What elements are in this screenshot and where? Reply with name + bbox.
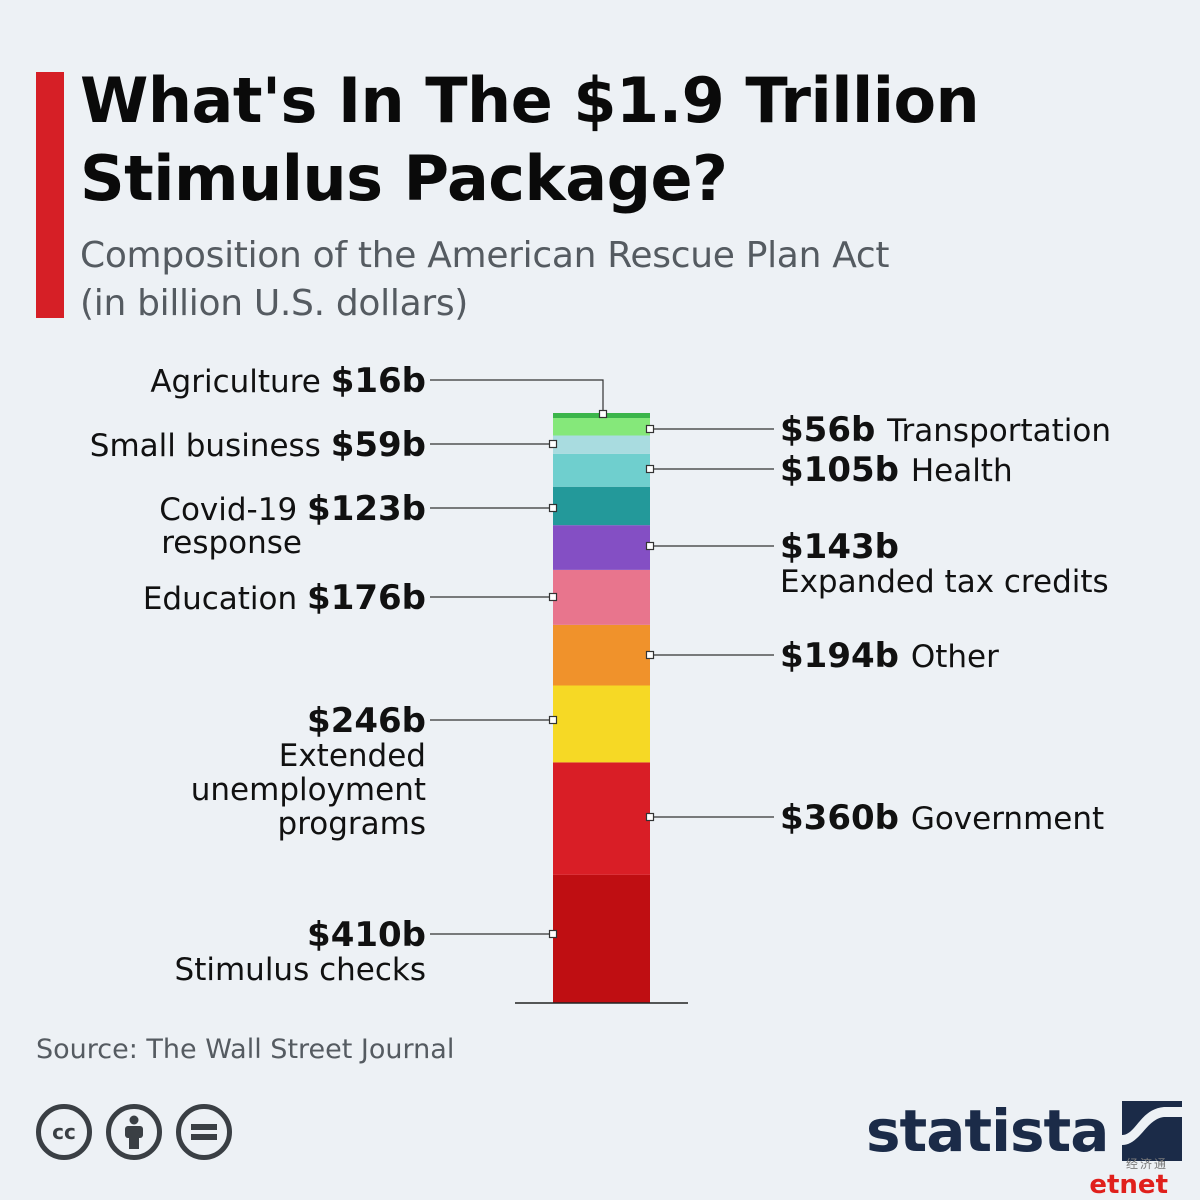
value-label-health: $105b: [780, 450, 911, 490]
value-label-other: $194b: [780, 636, 911, 676]
label-transportation: $56b Transportation: [780, 410, 1111, 450]
label-text-transportation: Transportation: [886, 413, 1111, 449]
value-label-covid-19-response: $123b: [307, 489, 426, 529]
leader-marker-small-business: [548, 439, 558, 449]
value-label-expanded-tax-credits: $143b: [780, 527, 899, 567]
page-title: What's In The $1.9 Trillion Stimulus Pac…: [80, 62, 1160, 218]
bar-segment-transportation: [553, 418, 650, 436]
label-other: $194b Other: [780, 636, 999, 676]
bar-segment-extended-unemployment-programs: [553, 685, 650, 763]
label-text-other: Other: [911, 639, 999, 675]
attribution-icon[interactable]: [106, 1104, 162, 1160]
label-agriculture: Agriculture $16b: [150, 361, 426, 401]
value-label-transportation: $56b: [780, 410, 887, 450]
license-icons: cc: [36, 1104, 232, 1160]
equals-glyph-icon: [191, 1124, 217, 1140]
etnet-watermark: 经济通 etnet: [1089, 1155, 1168, 1198]
label-government: $360b Government: [780, 798, 1104, 838]
subtitle: Composition of the American Rescue Plan …: [80, 232, 1080, 328]
bar-segment-small-business: [553, 435, 650, 454]
title-line-2: Stimulus Package?: [80, 142, 728, 215]
leader-line-agriculture: [430, 379, 604, 414]
cc-icon[interactable]: cc: [36, 1104, 92, 1160]
label-text-agriculture: Agriculture: [150, 364, 330, 400]
bar-segment-stimulus-checks: [553, 874, 650, 1003]
label-small-business: Small business $59b: [90, 425, 426, 465]
title-line-1: What's In The $1.9 Trillion: [80, 64, 980, 137]
title-accent-bar: [36, 72, 64, 318]
label-covid-19-response: Covid-19 $123b: [159, 489, 426, 529]
value-label-extended-unemployment-programs: $246b: [307, 701, 426, 741]
bar-segment-covid-19-response: [553, 486, 650, 526]
label-text-extended-unemployment-programs-3: programs: [278, 806, 426, 842]
label-text-health: Health: [911, 453, 1013, 489]
leader-marker-other: [645, 650, 655, 660]
label-education: Education $176b: [143, 578, 426, 618]
leader-marker-stimulus-checks: [548, 929, 558, 939]
leader-marker-extended-unemployment-programs: [548, 715, 558, 725]
value-label-small-business: $59b: [331, 425, 426, 465]
subtitle-line-2: (in billion U.S. dollars): [80, 283, 469, 324]
watermark-en: etnet: [1089, 1170, 1168, 1200]
value-label-education: $176b: [307, 578, 426, 618]
label-health: $105b Health: [780, 450, 1013, 490]
bar-segment-education: [553, 569, 650, 625]
no-derivatives-icon[interactable]: [176, 1104, 232, 1160]
leader-marker-agriculture: [598, 409, 608, 419]
bar-segment-other: [553, 624, 650, 686]
source-note: Source: The Wall Street Journal: [36, 1034, 455, 1065]
leader-marker-health: [645, 464, 655, 474]
bar-segment-expanded-tax-credits: [553, 525, 650, 570]
value-label-government: $360b: [780, 798, 911, 838]
bar-segment-health: [553, 453, 650, 487]
value-label-stimulus-checks: $410b: [307, 915, 426, 955]
label-text-extended-unemployment-programs-2: unemployment: [191, 772, 426, 808]
person-glyph-icon: [125, 1115, 143, 1149]
leader-marker-expanded-tax-credits: [645, 541, 655, 551]
bar-segment-government: [553, 762, 650, 875]
leader-marker-government: [645, 812, 655, 822]
watermark-cn: 经济通: [1125, 1157, 1168, 1171]
label-text-expanded-tax-credits-1: Expanded tax credits: [780, 564, 1109, 600]
statista-wordmark: statista: [866, 1097, 1109, 1165]
leader-marker-covid-19-response: [548, 503, 558, 513]
label-text-stimulus-checks-1: Stimulus checks: [175, 952, 426, 988]
label-text-extended-unemployment-programs-1: Extended: [279, 738, 426, 774]
label-text-education: Education: [143, 581, 307, 617]
label-text-covid-19-response-2: response: [161, 525, 302, 561]
statista-brand[interactable]: statista: [866, 1096, 1183, 1166]
leader-marker-education: [548, 592, 558, 602]
leader-marker-transportation: [645, 424, 655, 434]
label-text-small-business: Small business: [90, 428, 331, 464]
value-label-agriculture: $16b: [331, 361, 426, 401]
statista-logo-icon: [1122, 1101, 1183, 1161]
subtitle-line-1: Composition of the American Rescue Plan …: [80, 235, 890, 276]
label-text-government: Government: [911, 801, 1104, 837]
